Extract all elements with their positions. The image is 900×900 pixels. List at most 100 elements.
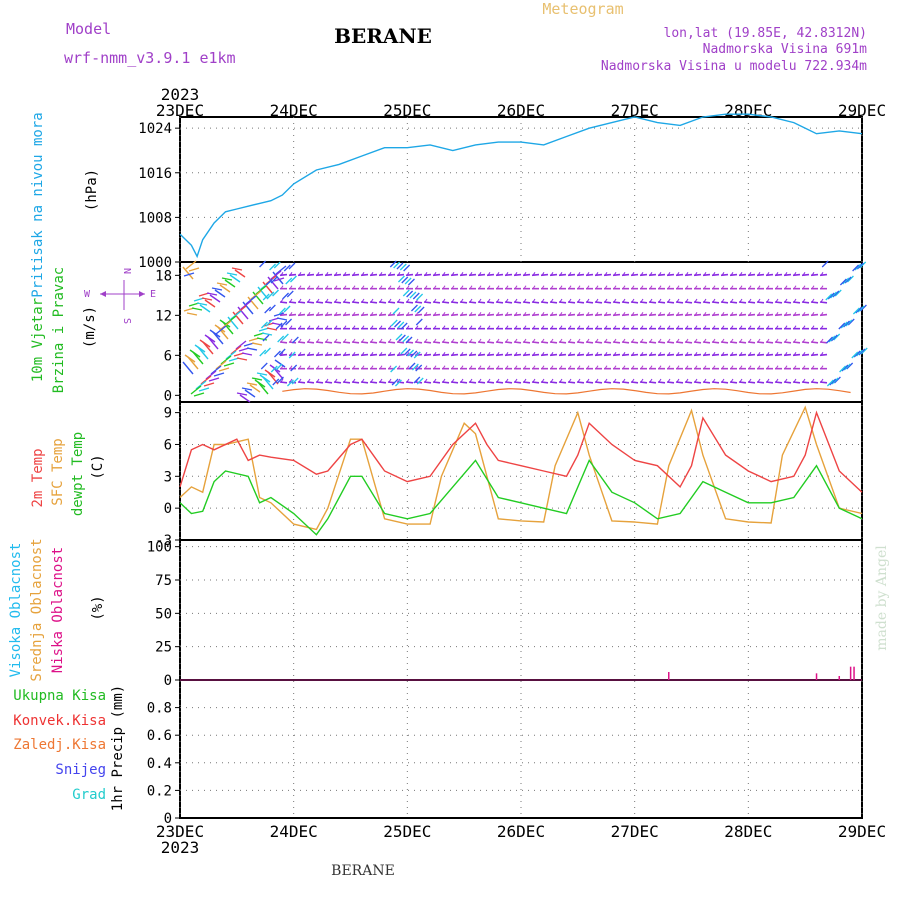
wind-barb-flag [586,352,590,356]
wind-barb-flag [604,352,608,356]
date-label-top: 25DEC [383,101,431,120]
wind-barb-flag [604,325,608,329]
wind-barb-flag [784,272,788,276]
y-tick-label: 25 [155,640,172,656]
y-tick-label: 6 [164,437,172,453]
wind-barb [477,381,486,384]
wind-barb [522,381,531,384]
model-label: Model [66,20,111,38]
wind-barb-flag [325,378,329,383]
wind-barb-flag [568,378,572,383]
wind-barb-flag [361,272,365,276]
wind-barb-early [236,357,248,361]
wind-barb-flag [334,312,338,316]
wind-barb-flag [739,365,743,369]
wind-barb-flag [640,365,644,369]
wind-barb [684,381,693,384]
wind-barb-flag [442,298,446,303]
wind-barb-flag [577,312,581,316]
wind-barb-early [195,380,207,390]
wind-barb-flag [811,378,815,383]
wind-barb [711,381,720,384]
wind-barb-flag [631,365,635,369]
wind-barb [621,301,630,304]
wind-barb-early [276,317,288,321]
wind-barb-flag [388,378,392,383]
wind-barb-flag [424,312,428,316]
date-label-bottom: 27DEC [611,822,659,841]
wind-barb-flag [496,312,500,316]
wind-barb-flag [568,338,572,343]
wind-barb-cyan [392,307,400,315]
wind-barb-flag [631,312,635,316]
wind-barb [810,301,819,304]
wind-barb-flag [811,285,815,289]
wind-barb-flag [559,338,563,343]
wind-barb [351,301,360,304]
wind-barb [558,341,567,344]
wind-barb-flag [532,365,536,369]
wind-barb-flag [496,325,500,329]
wind-barb-flag [748,338,752,343]
wind-barb-flag [352,285,356,289]
wind-barb-flag [613,312,617,316]
date-label-bottom: 25DEC [383,822,431,841]
wind-barb-cyan [394,320,401,328]
wind-barb-early [237,306,249,320]
wind-barb [738,341,747,344]
wind-barb-flag [541,312,545,316]
wind-barb-flag [820,378,824,383]
wind-barb-flag [541,338,545,343]
y-tick-label: 0.6 [147,728,172,744]
wind-barb-flag [352,298,356,303]
wind-barb-cyan [839,278,847,286]
wind-barb [324,341,333,344]
wind-barb-early [209,294,221,303]
wind-barb-flag [505,338,509,343]
wind-barb-flag [298,378,302,383]
wind-barb [477,301,486,304]
wind-barb-flag [325,365,329,369]
wind-barb-flag [748,312,752,316]
wind-barb-flag [784,312,788,316]
wind-barb-cyan [278,348,286,356]
wind-barb-flag [604,312,608,316]
wind-barb-cyan [853,350,861,358]
wind-barb-cyan [407,278,415,286]
wind-barb-flag [388,352,392,356]
wind-barb [666,301,675,304]
y-tick-label: 0.4 [147,756,172,772]
wind-barb-cyan [831,377,839,385]
wind-barb-early [222,321,234,335]
wind-barb [666,381,675,384]
year-top: 2023 [161,85,200,104]
wind-barb-flag [667,272,671,276]
wind-barb [783,301,792,304]
wind-barb-cyan [411,363,419,371]
wind-barb-cyan [417,306,425,314]
wind-barb-flag [775,325,779,329]
wind-barb [369,341,378,344]
wind-barb-early [242,301,254,315]
wind-barb-flag [496,298,500,303]
wind-barb-flag [505,285,509,289]
wind-barb [693,341,702,344]
wind-barb [675,341,684,344]
wind-barb-flag [586,325,590,329]
wind-barb-early [247,296,259,310]
elevation-info: Nadmorska Visina 691m [703,42,868,57]
wind-barb [621,381,630,384]
wind-barb-cyan [283,264,291,272]
wind-barb-early [227,316,239,330]
wind-barb-flag [775,338,779,343]
wind-barb-flag [415,338,419,343]
wind-barb-early [272,271,284,285]
wind-barb-early [197,346,209,360]
wind-barb-flag [343,285,347,289]
wind-barb-cyan [402,335,410,343]
wind-barb-flag [532,272,536,276]
wind-barb-flag [289,365,293,369]
wind-barb-flag [622,378,626,383]
wind-barb-flag [325,272,329,276]
